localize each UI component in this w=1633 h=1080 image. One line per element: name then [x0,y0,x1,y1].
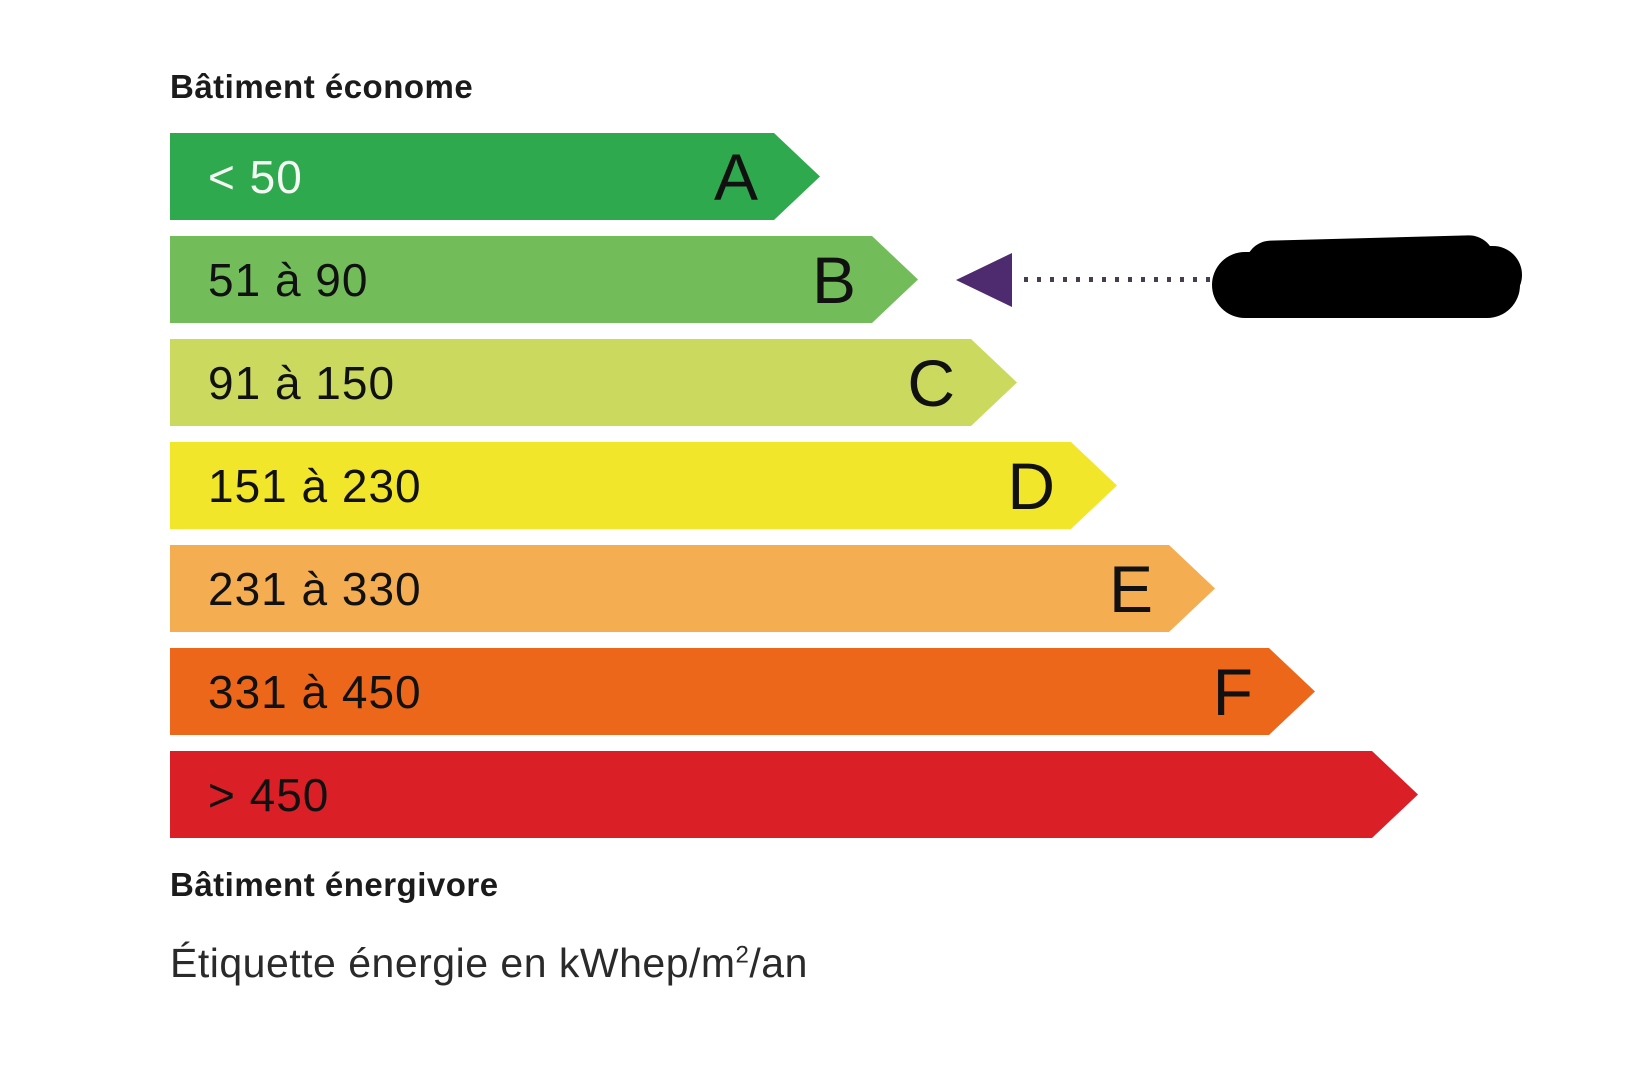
range-label-f: 331 à 450 [208,665,422,718]
energy-bar-class-f: 331 à 450 F [170,648,1315,735]
chart-caption: Étiquette énergie en kWhep/m2/an [170,940,808,987]
energy-bar-class-b: 51 à 90 B [170,236,918,323]
energy-bar-class-g: > 450 [170,751,1418,838]
footer-energy-intensive-label: Bâtiment énergivore [170,866,499,903]
range-label-c: 91 à 150 [208,356,396,409]
energy-bar-class-d: 151 à 230 D [170,442,1117,529]
header-economical-label: Bâtiment économe [170,68,474,105]
class-letter-c: C [907,345,955,420]
energy-bar-class-a: < 50 A [170,133,820,220]
range-label-e: 231 à 330 [208,562,422,615]
class-letter-e: E [1108,551,1153,626]
energy-bar-class-c: 91 à 150 C [170,339,1017,426]
class-letter-f: F [1212,654,1253,729]
class-letter-a: A [713,139,758,214]
redaction-blob-part [1396,246,1522,304]
energy-bar-class-e: 231 à 330 E [170,545,1215,632]
caption-prefix: Étiquette énergie en kWhep/m [170,940,736,986]
caption-superscript: 2 [735,941,750,969]
range-label-d: 151 à 230 [208,459,422,512]
current-class-arrow-icon [956,253,1012,307]
class-letter-b: B [811,242,856,317]
class-letter-d: D [1007,448,1055,523]
caption-suffix: /an [749,940,808,986]
range-label-b: 51 à 90 [208,253,369,306]
indicator-dotted-line [1024,277,1212,282]
range-label-g: > 450 [208,768,330,821]
range-label-a: < 50 [208,150,303,203]
